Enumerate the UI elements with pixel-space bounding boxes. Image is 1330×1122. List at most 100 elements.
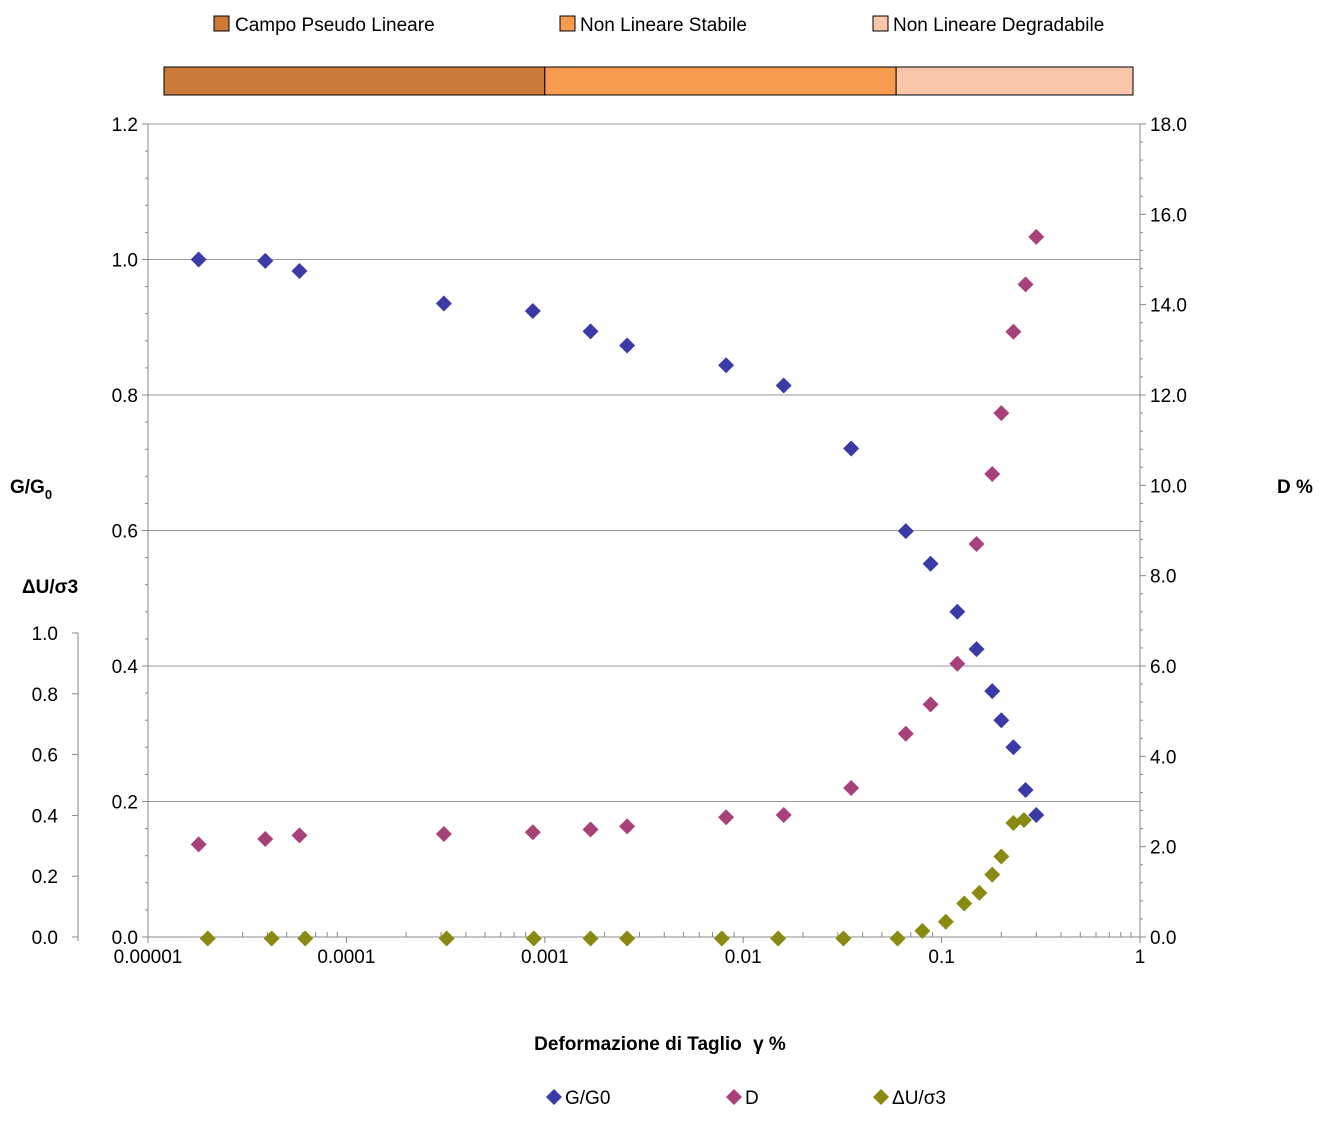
point-du-8 [770, 930, 787, 947]
point-d-12 [949, 655, 966, 672]
point-d-5 [582, 821, 599, 838]
left-axis2-label: ΔU/σ3 [22, 577, 78, 598]
x-tick-label-4: 0.1 [928, 947, 954, 968]
legend-marker-du [873, 1089, 889, 1105]
point-d-9 [843, 779, 860, 796]
series-legend: G/G0 D ΔU/σ3 [546, 1088, 946, 1109]
right-tick-label-3: 6.0 [1150, 657, 1176, 678]
left-tick-label-5: 1.0 [112, 251, 138, 272]
right-tick-label-4: 8.0 [1150, 567, 1176, 588]
region-legend-label-2: Non Lineare Degradabile [893, 15, 1104, 36]
x-tick-label-2: 0.001 [521, 947, 569, 968]
point-gg0-0 [190, 251, 207, 268]
point-gg0-18 [1028, 807, 1045, 824]
point-gg0-4 [524, 302, 541, 319]
left-axis2-ticks: 0.0 0.2 0.4 0.6 0.8 1.0 [32, 624, 78, 949]
point-d-1 [257, 830, 274, 847]
left-tick-label-3: 0.6 [112, 522, 138, 543]
point-du-1 [263, 930, 280, 947]
left-axis-label: G/G0 [10, 477, 52, 502]
right-axis-label: D % [1277, 477, 1313, 498]
right-tick-label-1: 2.0 [1150, 838, 1176, 859]
left2-tick-label-2: 0.4 [32, 806, 59, 827]
point-gg0-13 [968, 641, 985, 658]
legend-marker-gg0 [546, 1089, 562, 1105]
point-du-16 [993, 848, 1010, 865]
region-band-0 [163, 66, 546, 96]
region-band-2 [895, 66, 1134, 96]
point-gg0-17 [1017, 781, 1034, 798]
point-du-0 [199, 930, 216, 947]
x-axis-label-symbol: γ % [753, 1034, 786, 1055]
right-tick-label-9: 18.0 [1150, 115, 1187, 136]
right-tick-label-7: 14.0 [1150, 296, 1187, 317]
right-tick-label-5: 10.0 [1150, 476, 1187, 497]
region-legend-swatch-2 [872, 15, 889, 32]
region-legend-swatch-0 [213, 15, 230, 32]
region-legend: Campo Pseudo Lineare Non Lineare Stabile… [213, 15, 1104, 36]
left-tick-label-6: 1.2 [112, 115, 138, 136]
point-gg0-3 [435, 295, 452, 312]
left2-tick-label-3: 0.6 [32, 746, 58, 767]
point-du-14 [971, 884, 988, 901]
point-d-4 [524, 824, 541, 841]
point-d-0 [190, 836, 207, 853]
point-d-17 [1017, 276, 1034, 293]
point-d-11 [922, 696, 939, 713]
point-du-6 [619, 930, 636, 947]
legend-marker-d [726, 1089, 742, 1105]
point-du-7 [713, 930, 730, 947]
point-du-15 [984, 866, 1001, 883]
left-tick-label-2: 0.4 [112, 657, 139, 678]
right-tick-label-0: 0.0 [1150, 928, 1176, 949]
left-tick-label-1: 0.2 [112, 793, 138, 814]
right-tick-label-6: 12.0 [1150, 386, 1187, 407]
point-d-3 [435, 826, 452, 843]
x-tick-label-5: 1 [1135, 947, 1146, 968]
point-du-11 [914, 922, 931, 939]
left-axis-label-sub: 0 [45, 487, 52, 502]
left-tick-label-0: 0.0 [112, 928, 138, 949]
left-axis-label-main: G/G [10, 477, 45, 498]
axes [77, 124, 1141, 941]
x-tick-label-3: 0.01 [725, 947, 762, 968]
point-du-5 [582, 930, 599, 947]
point-d-18 [1028, 228, 1045, 245]
point-gg0-2 [291, 263, 308, 280]
legend-label-gg0: G/G0 [565, 1088, 610, 1109]
point-gg0-1 [257, 252, 274, 269]
point-d-13 [968, 536, 985, 553]
point-du-2 [297, 930, 314, 947]
point-gg0-8 [775, 377, 792, 394]
point-gg0-12 [949, 603, 966, 620]
point-gg0-14 [984, 683, 1001, 700]
right-tick-label-2: 4.0 [1150, 747, 1176, 768]
point-du-9 [835, 930, 852, 947]
point-d-6 [619, 818, 636, 835]
region-legend-swatch-1 [559, 15, 576, 32]
point-d-14 [984, 466, 1001, 483]
point-d-8 [775, 807, 792, 824]
left2-tick-label-1: 0.2 [32, 867, 58, 888]
point-gg0-10 [897, 523, 914, 540]
point-gg0-11 [922, 555, 939, 572]
point-gg0-9 [843, 440, 860, 457]
x-axis-label: Deformazione di Taglio γ % [534, 1034, 786, 1055]
left2-tick-label-5: 1.0 [32, 624, 58, 645]
left-tick-label-4: 0.8 [112, 386, 138, 407]
region-legend-label-1: Non Lineare Stabile [580, 15, 747, 36]
point-gg0-7 [718, 357, 735, 374]
point-gg0-5 [582, 323, 599, 340]
legend-label-d: D [745, 1088, 759, 1109]
point-du-12 [937, 913, 954, 930]
point-d-10 [897, 725, 914, 742]
left2-tick-label-0: 0.0 [32, 928, 58, 949]
region-band-1 [544, 66, 897, 96]
region-legend-label-0: Campo Pseudo Lineare [235, 15, 435, 36]
point-gg0-16 [1005, 739, 1022, 756]
point-du-18 [1015, 811, 1032, 828]
right-axis-ticks: 0.0 2.0 4.0 6.0 8.0 10.0 12.0 14.0 16.0 18.0 [1140, 115, 1187, 949]
data-marks [190, 228, 1045, 947]
point-du-13 [956, 895, 973, 912]
